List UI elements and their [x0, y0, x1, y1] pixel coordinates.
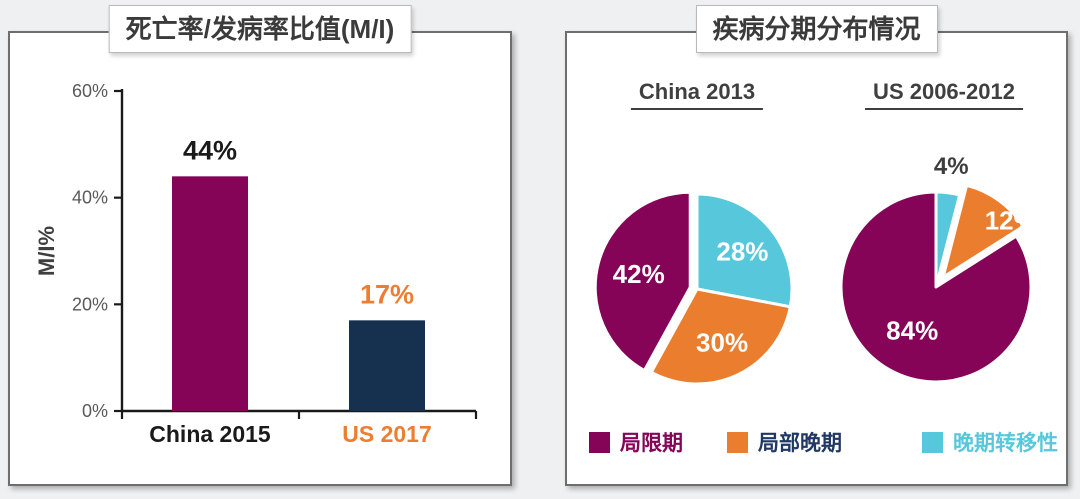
mi-ratio-panel-title: 死亡率/发病率比值(M/I) — [108, 5, 412, 53]
pie-charts-svg: 28% 30% 42% 4% 12% 84% — [593, 153, 1037, 386]
svg-text:28%: 28% — [716, 236, 768, 266]
legend-label: 局限期 — [620, 432, 683, 455]
svg-text:US 2017: US 2017 — [342, 421, 432, 447]
stage-distribution-panel-title: 疾病分期分布情况 — [695, 5, 938, 53]
legend-item: 局部晚期 — [727, 429, 842, 455]
us-pie-subtitle: US 2006-2012 — [865, 79, 1023, 110]
mi-ratio-panel: 死亡率/发病率比值(M/I) 60% 40% 20% 0% 44% China 2015 1… — [8, 5, 512, 486]
legend-item: 局限期 — [589, 429, 683, 455]
svg-text:40%: 40% — [72, 188, 108, 208]
legend-swatch — [922, 431, 943, 453]
svg-text:42%: 42% — [613, 259, 665, 289]
svg-text:84%: 84% — [886, 315, 938, 345]
stage-distribution-panel: 疾病分期分布情况 China 2013 US 2006-2012 28% 30% 4… — [565, 5, 1068, 486]
svg-text:17%: 17% — [360, 279, 414, 309]
svg-text:44%: 44% — [183, 135, 237, 165]
svg-text:M/I%: M/I% — [34, 226, 59, 276]
bar-chart-svg: 60% 40% 20% 0% 44% China 2015 17% US 2017 M/I% — [34, 81, 478, 447]
svg-text:0%: 0% — [82, 401, 108, 421]
svg-text:4%: 4% — [934, 153, 969, 180]
svg-text:20%: 20% — [72, 294, 108, 314]
legend-swatch — [589, 431, 610, 453]
china-pie-subtitle: China 2013 — [630, 79, 764, 110]
legend-label: 晚期转移性 — [953, 432, 1058, 455]
svg-text:China 2015: China 2015 — [149, 421, 271, 447]
svg-text:12%: 12% — [985, 206, 1037, 236]
svg-text:60%: 60% — [72, 81, 108, 101]
legend-swatch — [727, 431, 748, 453]
legend-label: 局部晚期 — [758, 432, 842, 455]
legend-item: 晚期转移性 — [922, 429, 1058, 455]
svg-text:30%: 30% — [696, 327, 748, 357]
